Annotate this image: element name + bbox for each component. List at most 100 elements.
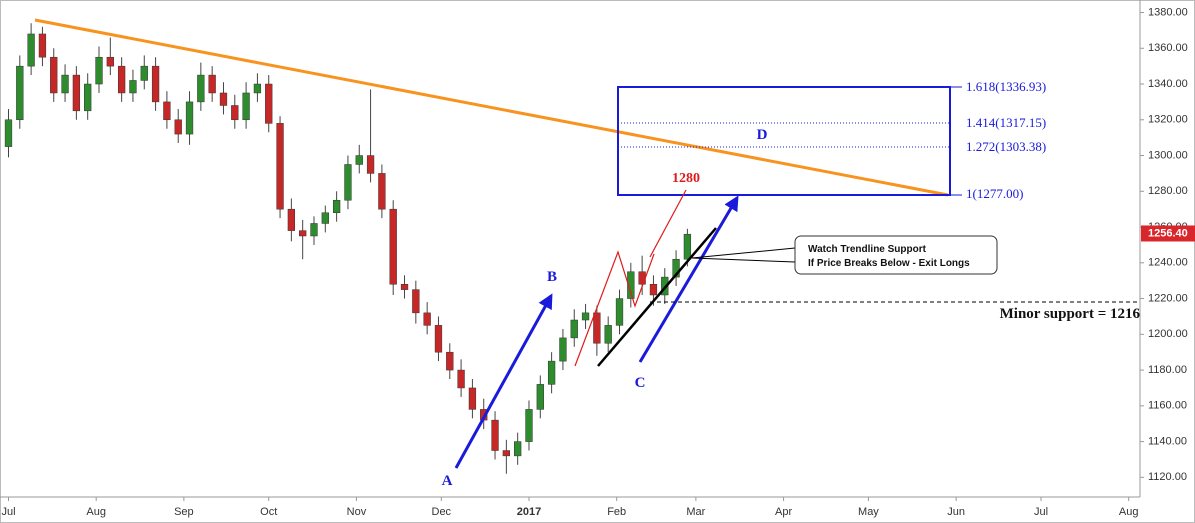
candle-body — [299, 230, 307, 237]
candle-body — [604, 325, 612, 344]
candle-body — [547, 360, 556, 385]
y-tick-label: 1240.00 — [1148, 257, 1188, 269]
wave-label: B — [547, 269, 557, 285]
candle-body — [185, 101, 194, 135]
candle-body — [276, 123, 284, 210]
y-tick-label: 1300.00 — [1148, 149, 1188, 161]
minor-support-label: Minor support = 1216 — [1000, 306, 1141, 322]
candle-body — [219, 92, 228, 106]
x-tick-label: May — [858, 506, 879, 518]
candle-body — [27, 33, 35, 67]
annotations: 1.618(1336.93) 1.414(1317.15) 1.272(1303… — [34, 18, 1141, 489]
candle-body — [457, 369, 465, 389]
candle-body — [378, 173, 386, 210]
candle-body — [208, 74, 216, 94]
target-label: 1280 — [672, 171, 700, 186]
candle-body — [355, 155, 363, 165]
x-tick-label: Nov — [347, 506, 367, 518]
candle-body — [84, 83, 92, 112]
x-tick-label: Mar — [686, 506, 705, 518]
candle-body — [197, 74, 205, 103]
support-trendline — [597, 227, 717, 367]
candle-body — [649, 284, 658, 296]
candle-body — [163, 101, 171, 121]
fib-label: 1(1277.00) — [966, 186, 1023, 201]
candle-body — [72, 74, 81, 112]
candle-body — [491, 419, 499, 451]
candle-body — [627, 271, 635, 299]
candle-body — [332, 199, 341, 213]
candle-body — [310, 223, 318, 237]
y-tick-label: 1220.00 — [1148, 292, 1188, 304]
candle-body — [61, 74, 69, 94]
y-tick-label: 1180.00 — [1148, 364, 1187, 376]
candle-body — [151, 65, 160, 103]
y-tick-label: 1360.00 — [1148, 42, 1188, 54]
trendline — [34, 18, 949, 197]
candle-body — [423, 312, 431, 326]
candle-body — [50, 56, 58, 94]
last-price-box — [1141, 225, 1195, 242]
candle-body — [514, 441, 522, 457]
y-tick-label: 1200.00 — [1148, 328, 1188, 340]
candle-body — [468, 387, 477, 410]
callout-pointer — [691, 247, 796, 259]
candle-body — [106, 56, 114, 67]
candle-body — [242, 92, 250, 121]
y-tick-label: 1160.00 — [1148, 400, 1187, 412]
candle-body — [581, 312, 590, 321]
wave-arrow — [638, 195, 739, 363]
candle-body — [344, 164, 352, 201]
channel — [649, 189, 687, 258]
x-tick-label: Jul — [1034, 506, 1048, 518]
callout-box — [794, 235, 998, 275]
candle-body — [615, 298, 624, 326]
wave-arrow — [454, 293, 553, 469]
candle-body — [502, 450, 510, 457]
candle-body — [117, 65, 126, 94]
callout-text: If Price Breaks Below - Exit Longs — [808, 258, 970, 269]
y-tick-label: 1140.00 — [1148, 435, 1187, 447]
fib-label: 1.272(1303.38) — [966, 139, 1046, 154]
channel — [574, 250, 655, 367]
x-tick-label: Feb — [607, 506, 626, 518]
y-tick-label: 1340.00 — [1148, 78, 1188, 90]
candle-body — [95, 56, 103, 85]
y-tick-label: 1280.00 — [1148, 185, 1188, 197]
last-price-label: 1256.40 — [1148, 227, 1188, 239]
candle-body — [253, 83, 262, 94]
callout-text: Watch Trendline Support — [808, 244, 927, 255]
candle-body — [129, 80, 137, 94]
wave-label: D — [757, 127, 768, 143]
fib-label: 1.414(1317.15) — [966, 115, 1046, 130]
candle-body — [4, 119, 13, 147]
x-tick-label: Apr — [775, 506, 792, 518]
y-tick-label: 1120.00 — [1148, 471, 1187, 483]
candle-body — [140, 65, 148, 81]
x-tick-label: Jun — [947, 506, 965, 518]
candle-body — [570, 319, 578, 339]
x-tick-label: Aug — [1119, 506, 1139, 518]
candle-body — [231, 105, 239, 121]
candle-body — [400, 284, 409, 290]
candle-body — [593, 312, 601, 344]
candle-body — [38, 33, 47, 58]
candle-body — [366, 155, 375, 174]
candle-body — [559, 337, 567, 362]
x-tick-label: Aug — [86, 506, 106, 518]
x-tick-label: Sep — [174, 506, 194, 518]
candle-body — [174, 119, 182, 135]
x-tick-label: 2017 — [517, 506, 541, 518]
x-tick-label: Dec — [432, 506, 452, 518]
y-tick-label: 1380.00 — [1148, 6, 1188, 18]
candle-body — [389, 208, 397, 285]
candle-body — [265, 83, 273, 124]
candle-body — [412, 289, 420, 314]
candle-body — [321, 212, 329, 224]
candle-body — [672, 258, 680, 278]
callout-pointer — [691, 257, 796, 263]
candle-body — [434, 325, 443, 353]
candle-body — [536, 384, 544, 410]
fib-label: 1.618(1336.93) — [966, 79, 1046, 94]
